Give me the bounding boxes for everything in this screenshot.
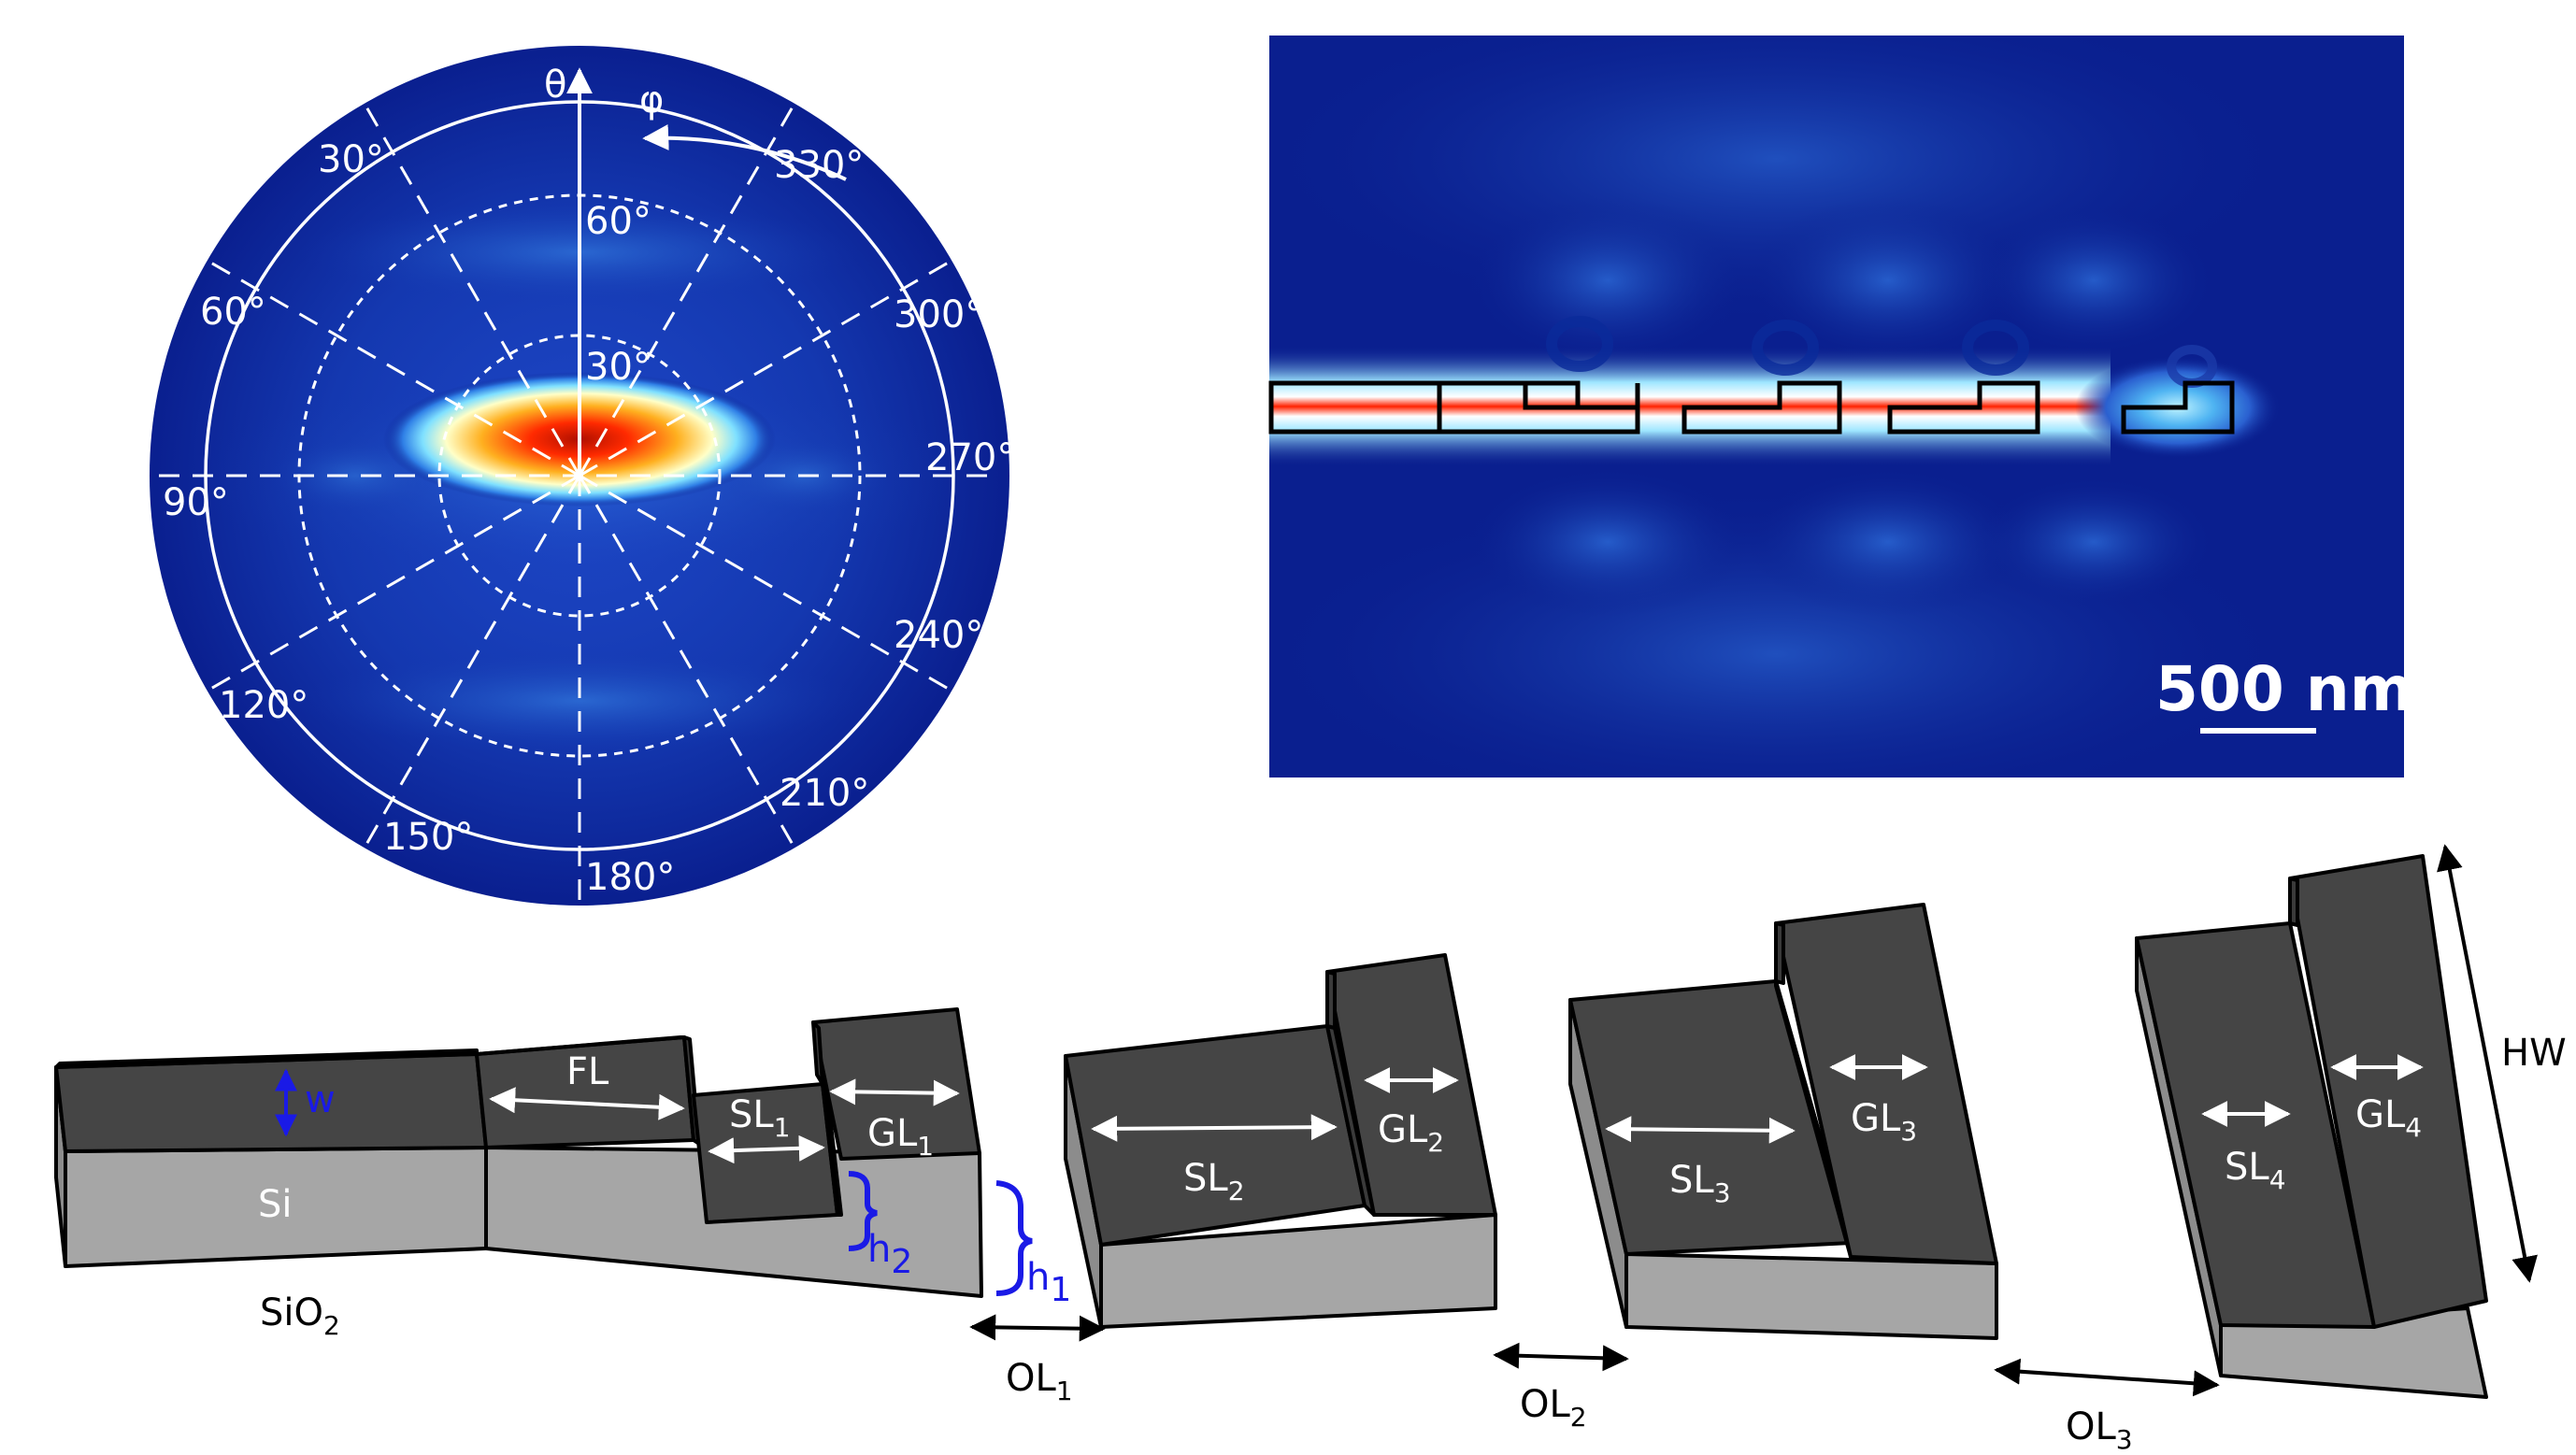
- scatter-lobe-1: [1546, 316, 1613, 372]
- phi-label-30: 30°: [318, 138, 384, 181]
- label-gl2: GL2: [1378, 1108, 1444, 1158]
- label-hw: HW: [2501, 1032, 2567, 1075]
- phi-label-270: 270°: [925, 436, 1015, 479]
- input-waveguide: [54, 1048, 488, 1268]
- ol2-arrow: [1493, 1342, 1629, 1372]
- scatter-lobe-3: [1962, 320, 2029, 376]
- phi-label-150: 150°: [383, 816, 473, 859]
- h1-brace: [995, 1180, 1033, 1296]
- waveguide-schematic: Si FL SL1 GL1 SL2 GL2 SL3 GL3 SL4 GL4 w …: [54, 844, 2567, 1455]
- label-ol3: OL3: [2066, 1405, 2133, 1455]
- field-intensity-map: 500 nm: [1268, 36, 2414, 777]
- phi-label-300: 300°: [894, 293, 983, 336]
- phi-label-120: 120°: [219, 684, 308, 727]
- label-h2: h2: [867, 1228, 912, 1281]
- theta-ring-30: [437, 334, 722, 618]
- theta-label-60: 60°: [585, 200, 651, 243]
- segment-3: [1568, 903, 1998, 1340]
- scale-bar-label: 500 nm: [2155, 653, 2414, 725]
- h2-brace: [848, 1171, 878, 1251]
- label-sl2: SL2: [1183, 1157, 1245, 1206]
- phi-label-240: 240°: [894, 614, 983, 657]
- label-ol2: OL2: [1520, 1383, 1587, 1433]
- label-gl3: GL3: [1851, 1097, 1917, 1147]
- label-gl1: GL1: [867, 1112, 934, 1162]
- label-w: w: [305, 1078, 336, 1121]
- ol1-arrow: [969, 1314, 1106, 1342]
- phi-label-60: 60°: [200, 291, 266, 334]
- theta-label-30: 30°: [585, 346, 651, 389]
- phi-direction-arrow: [642, 124, 847, 181]
- segment-4: [2135, 854, 2488, 1399]
- phi-label-210: 210°: [780, 772, 869, 815]
- label-si: Si: [258, 1183, 293, 1226]
- hw-arrow: [2437, 844, 2538, 1283]
- polar-radiation-plot: θ φ 30° 60° 30° 60° 90° 120° 150° 180° 2…: [150, 46, 1015, 906]
- scatter-lobe-2: [1752, 320, 1819, 376]
- phi-label-90: 90°: [163, 481, 229, 524]
- phi-symbol: φ: [639, 78, 664, 121]
- label-ol1: OL1: [1006, 1357, 1073, 1406]
- label-sl1: SL1: [729, 1093, 791, 1143]
- label-sio2: SiO2: [260, 1291, 340, 1341]
- label-fl: FL: [566, 1050, 609, 1093]
- phi-label-330: 330°: [774, 144, 864, 187]
- label-sl3: SL3: [1669, 1159, 1731, 1208]
- label-sl4: SL4: [2225, 1146, 2286, 1195]
- phi-label-180: 180°: [585, 856, 675, 899]
- label-gl4: GL4: [2355, 1093, 2422, 1143]
- ol3-arrow: [1994, 1358, 2220, 1397]
- white-dimension-arrows: [489, 1054, 2424, 1164]
- theta-symbol: θ: [544, 64, 566, 107]
- label-h1: h1: [1026, 1256, 1071, 1309]
- waveguide-outlines: [1268, 380, 2235, 435]
